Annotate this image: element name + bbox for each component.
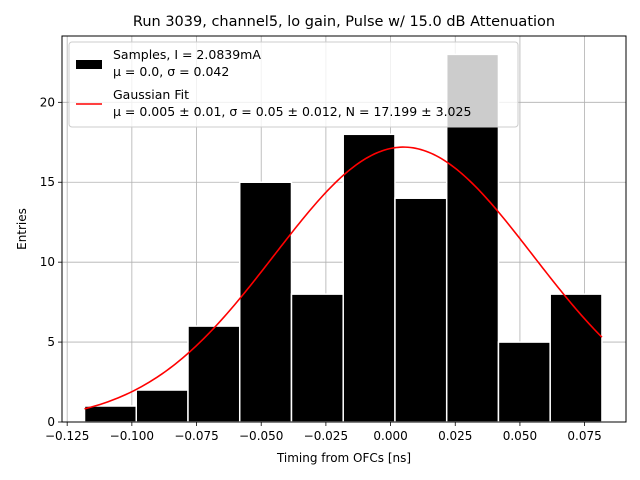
- histogram-bar: [394, 197, 448, 423]
- legend-fit-line1: Gaussian Fit: [113, 87, 189, 102]
- histogram-bar: [83, 405, 138, 423]
- histogram-bar: [238, 181, 293, 423]
- legend: Samples, I = 2.0839mA μ = 0.0, σ = 0.042…: [68, 41, 519, 128]
- plot-frame: [61, 35, 627, 423]
- x-tick-label: −0.025: [304, 429, 348, 443]
- legend-box: [68, 41, 519, 128]
- x-tick-label: 0.075: [567, 429, 601, 443]
- histogram-bar: [187, 325, 241, 423]
- y-tick-label: 15: [40, 175, 55, 189]
- y-tick-label: 5: [47, 335, 55, 349]
- chart-title: Run 3039, channel5, lo gain, Pulse w/ 15…: [133, 14, 555, 30]
- x-tick-label: 0.000: [373, 429, 407, 443]
- y-tick-label: 20: [40, 95, 55, 109]
- legend-samples-swatch: [76, 60, 102, 69]
- y-axis-label: Entries: [15, 208, 29, 250]
- x-tick-label: 0.050: [503, 429, 537, 443]
- legend-samples-line1: Samples, I = 2.0839mA: [113, 47, 261, 62]
- gaussian-fit-curve: [84, 146, 603, 410]
- axis-ticks: −0.125 −0.100 −0.075 −0.050 −0.025 0.000 0.025…: [40, 95, 602, 443]
- x-tick-label: 0.025: [438, 429, 472, 443]
- x-axis-label: Timing from OFCs [ns]: [276, 451, 411, 465]
- gaussian-fit: [84, 146, 603, 410]
- x-tick-label: −0.100: [110, 429, 154, 443]
- x-tick-label: −0.075: [174, 429, 218, 443]
- x-tick-label: −0.050: [239, 429, 283, 443]
- legend-fit-line2: μ = 0.005 ± 0.01, σ = 0.05 ± 0.012, N = …: [113, 104, 471, 119]
- y-tick-label: 0: [47, 415, 55, 429]
- y-tick-label: 10: [40, 255, 55, 269]
- histogram-bar: [135, 389, 189, 423]
- histogram-bar: [497, 341, 551, 423]
- x-tick-label: −0.125: [45, 429, 89, 443]
- histogram-bars: [83, 53, 603, 423]
- histogram-bar: [549, 293, 603, 423]
- histogram-bar: [342, 133, 396, 423]
- histogram-bar: [290, 293, 344, 423]
- legend-samples-line2: μ = 0.0, σ = 0.042: [113, 64, 229, 79]
